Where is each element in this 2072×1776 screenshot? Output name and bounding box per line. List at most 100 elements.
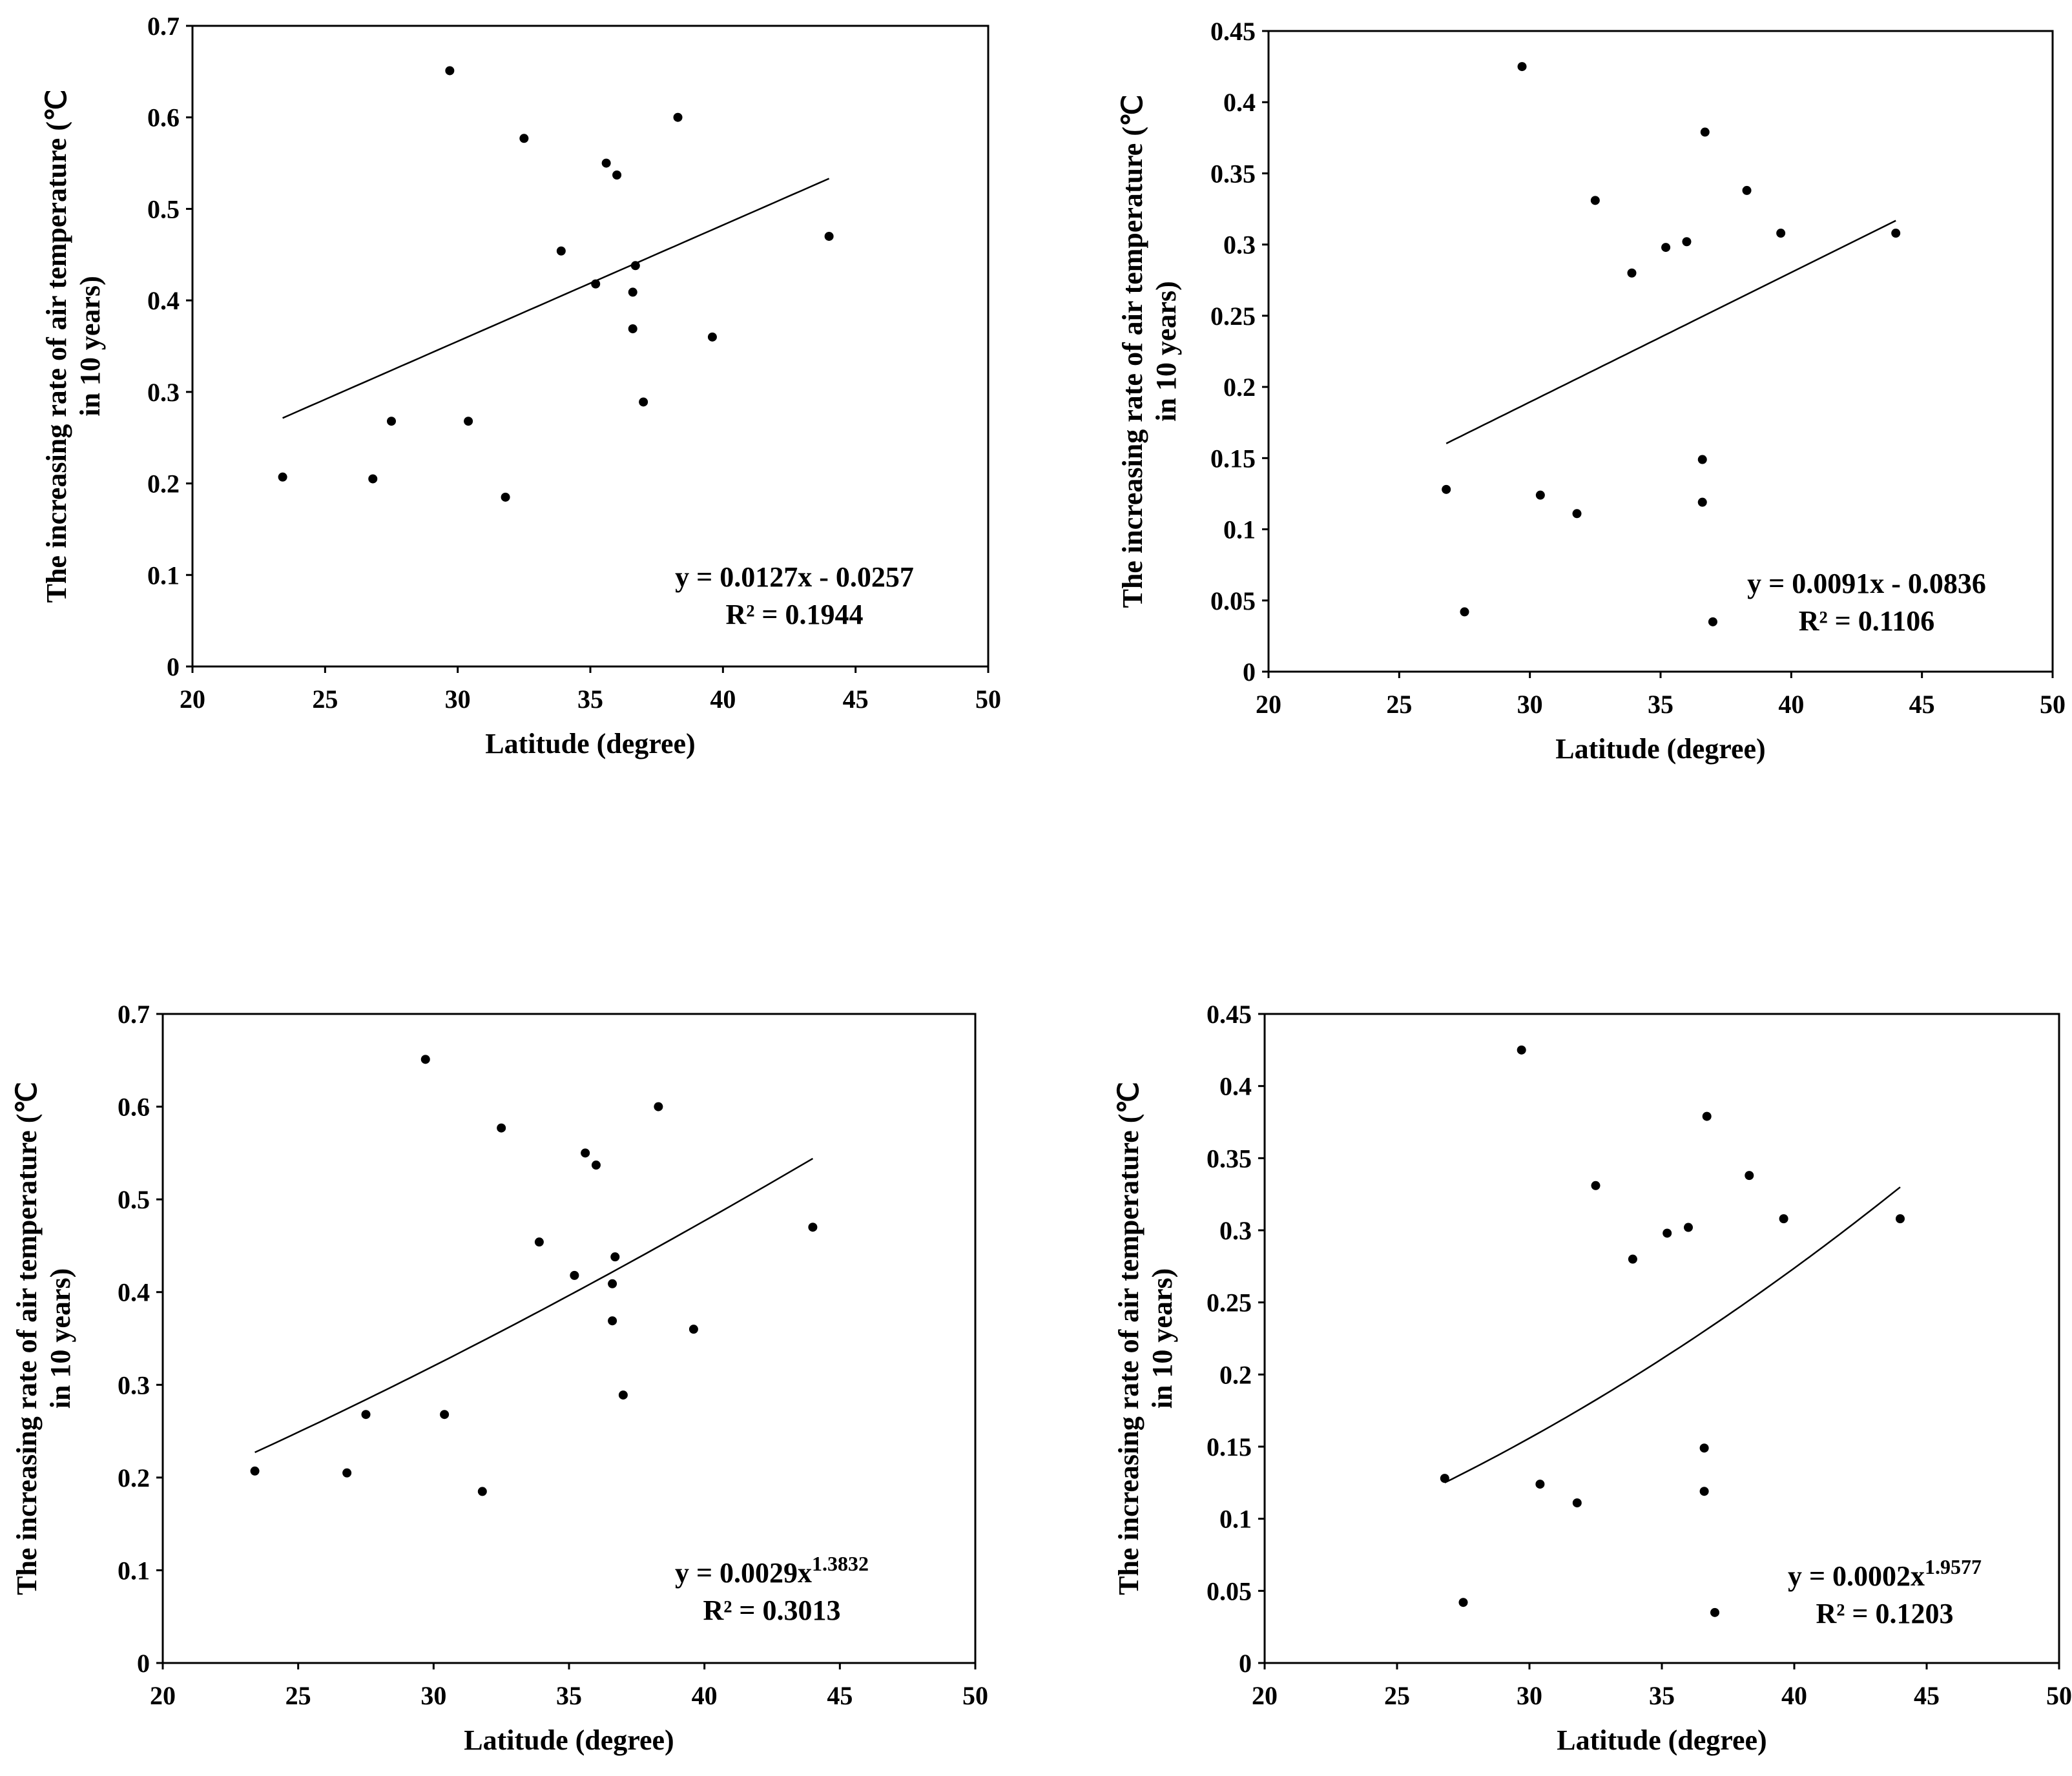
data-point xyxy=(368,474,378,484)
data-point xyxy=(1742,185,1752,195)
r-squared-label: R² = 0.1106 xyxy=(1799,605,1935,637)
y-tick-label: 0 xyxy=(1243,657,1256,687)
y-tick-label: 0.05 xyxy=(1210,586,1256,615)
x-tick-label: 45 xyxy=(843,685,869,714)
y-tick-label: 0.35 xyxy=(1210,159,1256,188)
y-axis-label-line2: in 10 years) xyxy=(1146,1268,1178,1409)
data-point xyxy=(1590,196,1600,205)
data-point xyxy=(1517,62,1527,72)
data-point xyxy=(1535,490,1545,500)
r-squared-label: R² = 0.1203 xyxy=(1816,1598,1953,1629)
data-point xyxy=(591,279,601,289)
y-tick-label: 0.1 xyxy=(1223,515,1256,544)
data-point xyxy=(1700,127,1710,137)
data-point xyxy=(628,287,637,297)
y-tick-label: 0.2 xyxy=(118,1463,150,1492)
data-point xyxy=(824,231,834,241)
data-point xyxy=(673,112,683,122)
x-axis-label: Latitude (degree) xyxy=(1557,1724,1766,1756)
data-point xyxy=(1591,1181,1601,1190)
y-tick-label: 0.1 xyxy=(147,561,180,590)
y-tick-label: 0.15 xyxy=(1210,444,1256,473)
data-point xyxy=(639,397,648,407)
y-tick-label: 0.2 xyxy=(147,470,180,499)
y-axis-label-line1: The increasing rate of air temperature (… xyxy=(11,1082,43,1595)
data-point xyxy=(570,1270,579,1280)
data-point xyxy=(608,1316,617,1326)
data-point xyxy=(1682,237,1692,247)
x-tick-label: 20 xyxy=(1252,1681,1278,1710)
data-point xyxy=(361,1410,371,1420)
data-point xyxy=(1440,1474,1449,1483)
data-point xyxy=(1697,455,1707,464)
data-point xyxy=(250,1466,260,1476)
y-tick-label: 0.1 xyxy=(118,1556,150,1585)
y-tick-label: 0.5 xyxy=(147,194,180,223)
y-tick-label: 0.7 xyxy=(118,1000,150,1029)
x-tick-label: 25 xyxy=(312,685,338,714)
y-axis-label-line1: The increasing rate of air temperature (… xyxy=(41,90,72,603)
x-tick-label: 50 xyxy=(2046,1681,2072,1710)
x-tick-label: 45 xyxy=(1914,1681,1940,1710)
data-point xyxy=(1699,1487,1709,1496)
x-tick-label: 40 xyxy=(710,685,736,714)
data-point xyxy=(654,1102,663,1111)
y-tick-label: 0.3 xyxy=(1223,231,1256,260)
equation-exponent: 1.3832 xyxy=(812,1552,869,1575)
data-point xyxy=(1460,607,1469,617)
data-point xyxy=(618,1390,628,1400)
x-tick-label: 30 xyxy=(420,1681,446,1710)
y-tick-label: 0.3 xyxy=(147,378,180,407)
chart-panel-bottom-right: 0 0.05 0.1 0.15 0.2 0.25 0.3 0.35 0.4 0.45 20 25 30 3… xyxy=(1113,1000,2072,1756)
data-point xyxy=(501,492,510,502)
x-axis-label: Latitude (degree) xyxy=(1555,733,1765,765)
x-tick-label: 35 xyxy=(556,1681,582,1710)
data-point xyxy=(477,1487,487,1496)
data-point xyxy=(1702,1111,1712,1121)
x-axis-label: Latitude (degree) xyxy=(485,728,695,759)
data-point xyxy=(1697,497,1707,507)
data-point xyxy=(1572,1498,1582,1508)
data-point xyxy=(1776,229,1786,238)
y-tick-label: 0.25 xyxy=(1207,1288,1252,1317)
data-point xyxy=(1663,1228,1672,1238)
y-tick-label: 0.45 xyxy=(1207,1000,1252,1029)
y-tick-label: 0.2 xyxy=(1223,373,1256,402)
r-squared-label: R² = 0.1944 xyxy=(725,599,863,630)
data-point xyxy=(1684,1223,1693,1232)
y-tick-label: 0.3 xyxy=(1219,1216,1252,1245)
x-tick-label: 35 xyxy=(577,685,603,714)
data-point xyxy=(1699,1443,1709,1453)
x-tick-label: 20 xyxy=(1256,690,1281,719)
data-point xyxy=(1779,1214,1788,1224)
data-point xyxy=(612,170,622,180)
x-tick-label: 25 xyxy=(1384,1681,1410,1710)
x-tick-label: 40 xyxy=(692,1681,718,1710)
y-tick-label: 0 xyxy=(167,652,180,681)
data-point xyxy=(420,1055,430,1064)
y-axis-label-line2: in 10 years) xyxy=(45,1268,76,1409)
x-tick-label: 30 xyxy=(1517,1681,1542,1710)
data-point xyxy=(1745,1171,1754,1181)
data-point xyxy=(1628,1254,1637,1264)
data-point xyxy=(534,1237,544,1247)
y-tick-label: 0.4 xyxy=(118,1278,150,1307)
data-point xyxy=(630,261,640,271)
y-tick-label: 0.6 xyxy=(147,103,180,132)
data-point xyxy=(445,66,455,76)
y-tick-label: 0.2 xyxy=(1219,1360,1252,1389)
y-tick-label: 0.6 xyxy=(118,1093,150,1122)
data-point xyxy=(1442,484,1451,494)
y-tick-label: 0.05 xyxy=(1207,1576,1252,1606)
x-tick-label: 25 xyxy=(285,1681,311,1710)
x-tick-label: 50 xyxy=(962,1681,988,1710)
data-point xyxy=(497,1123,506,1133)
x-tick-label: 50 xyxy=(975,685,1001,714)
data-point xyxy=(1710,1607,1719,1617)
y-axis-label-line2: in 10 years) xyxy=(1150,281,1182,422)
regression-equation: y = 0.0091x - 0.0836 xyxy=(1747,568,1986,599)
data-point xyxy=(1535,1480,1545,1489)
chart-panel-bottom-left: 0 0.1 0.2 0.3 0.4 0.5 0.6 0.7 20 25 30 35 40 45 50 Lati… xyxy=(11,1000,988,1756)
x-tick-label: 30 xyxy=(445,685,471,714)
